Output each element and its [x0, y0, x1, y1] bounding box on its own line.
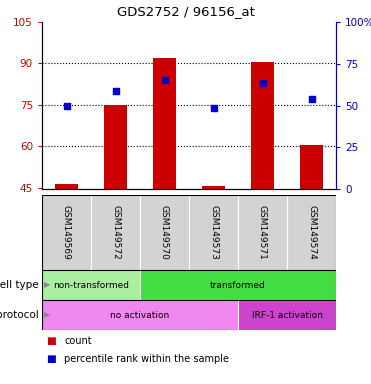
Bar	[301, 145, 322, 189]
Text: GSM149573: GSM149573	[209, 205, 218, 260]
Point	[260, 79, 266, 86]
Text: ■: ■	[46, 336, 55, 346]
Point	[309, 96, 315, 103]
Bar	[42, 195, 91, 270]
Bar	[56, 184, 78, 189]
Bar	[287, 195, 336, 270]
Text: transformed: transformed	[210, 280, 266, 290]
Bar	[105, 105, 127, 189]
Text: GDS2752 / 96156_at: GDS2752 / 96156_at	[116, 5, 255, 18]
Text: GSM149572: GSM149572	[111, 205, 120, 260]
Bar	[140, 270, 336, 300]
Bar	[154, 58, 175, 189]
Bar	[203, 186, 224, 189]
Bar	[252, 62, 273, 189]
Bar	[140, 195, 189, 270]
Text: non-transformed: non-transformed	[53, 280, 129, 290]
Text: ▶: ▶	[44, 280, 50, 290]
Text: GSM149570: GSM149570	[160, 205, 169, 260]
Text: protocol: protocol	[0, 310, 38, 320]
Bar	[42, 270, 140, 300]
Text: ▶: ▶	[44, 311, 50, 319]
Bar	[42, 300, 238, 330]
Text: IRF-1 activation: IRF-1 activation	[252, 311, 322, 319]
Text: GSM149569: GSM149569	[62, 205, 71, 260]
Text: no activation: no activation	[111, 311, 170, 319]
Point	[112, 88, 118, 94]
Bar	[189, 195, 238, 270]
Bar	[91, 195, 140, 270]
Text: count: count	[64, 336, 92, 346]
Text: ■: ■	[46, 354, 55, 364]
Point	[161, 77, 167, 83]
Text: cell type: cell type	[0, 280, 38, 290]
Point	[210, 104, 216, 111]
Point	[63, 103, 69, 109]
Text: GSM149574: GSM149574	[307, 205, 316, 260]
Text: percentile rank within the sample: percentile rank within the sample	[64, 354, 229, 364]
Bar	[238, 300, 336, 330]
Text: GSM149571: GSM149571	[258, 205, 267, 260]
Bar	[238, 195, 287, 270]
